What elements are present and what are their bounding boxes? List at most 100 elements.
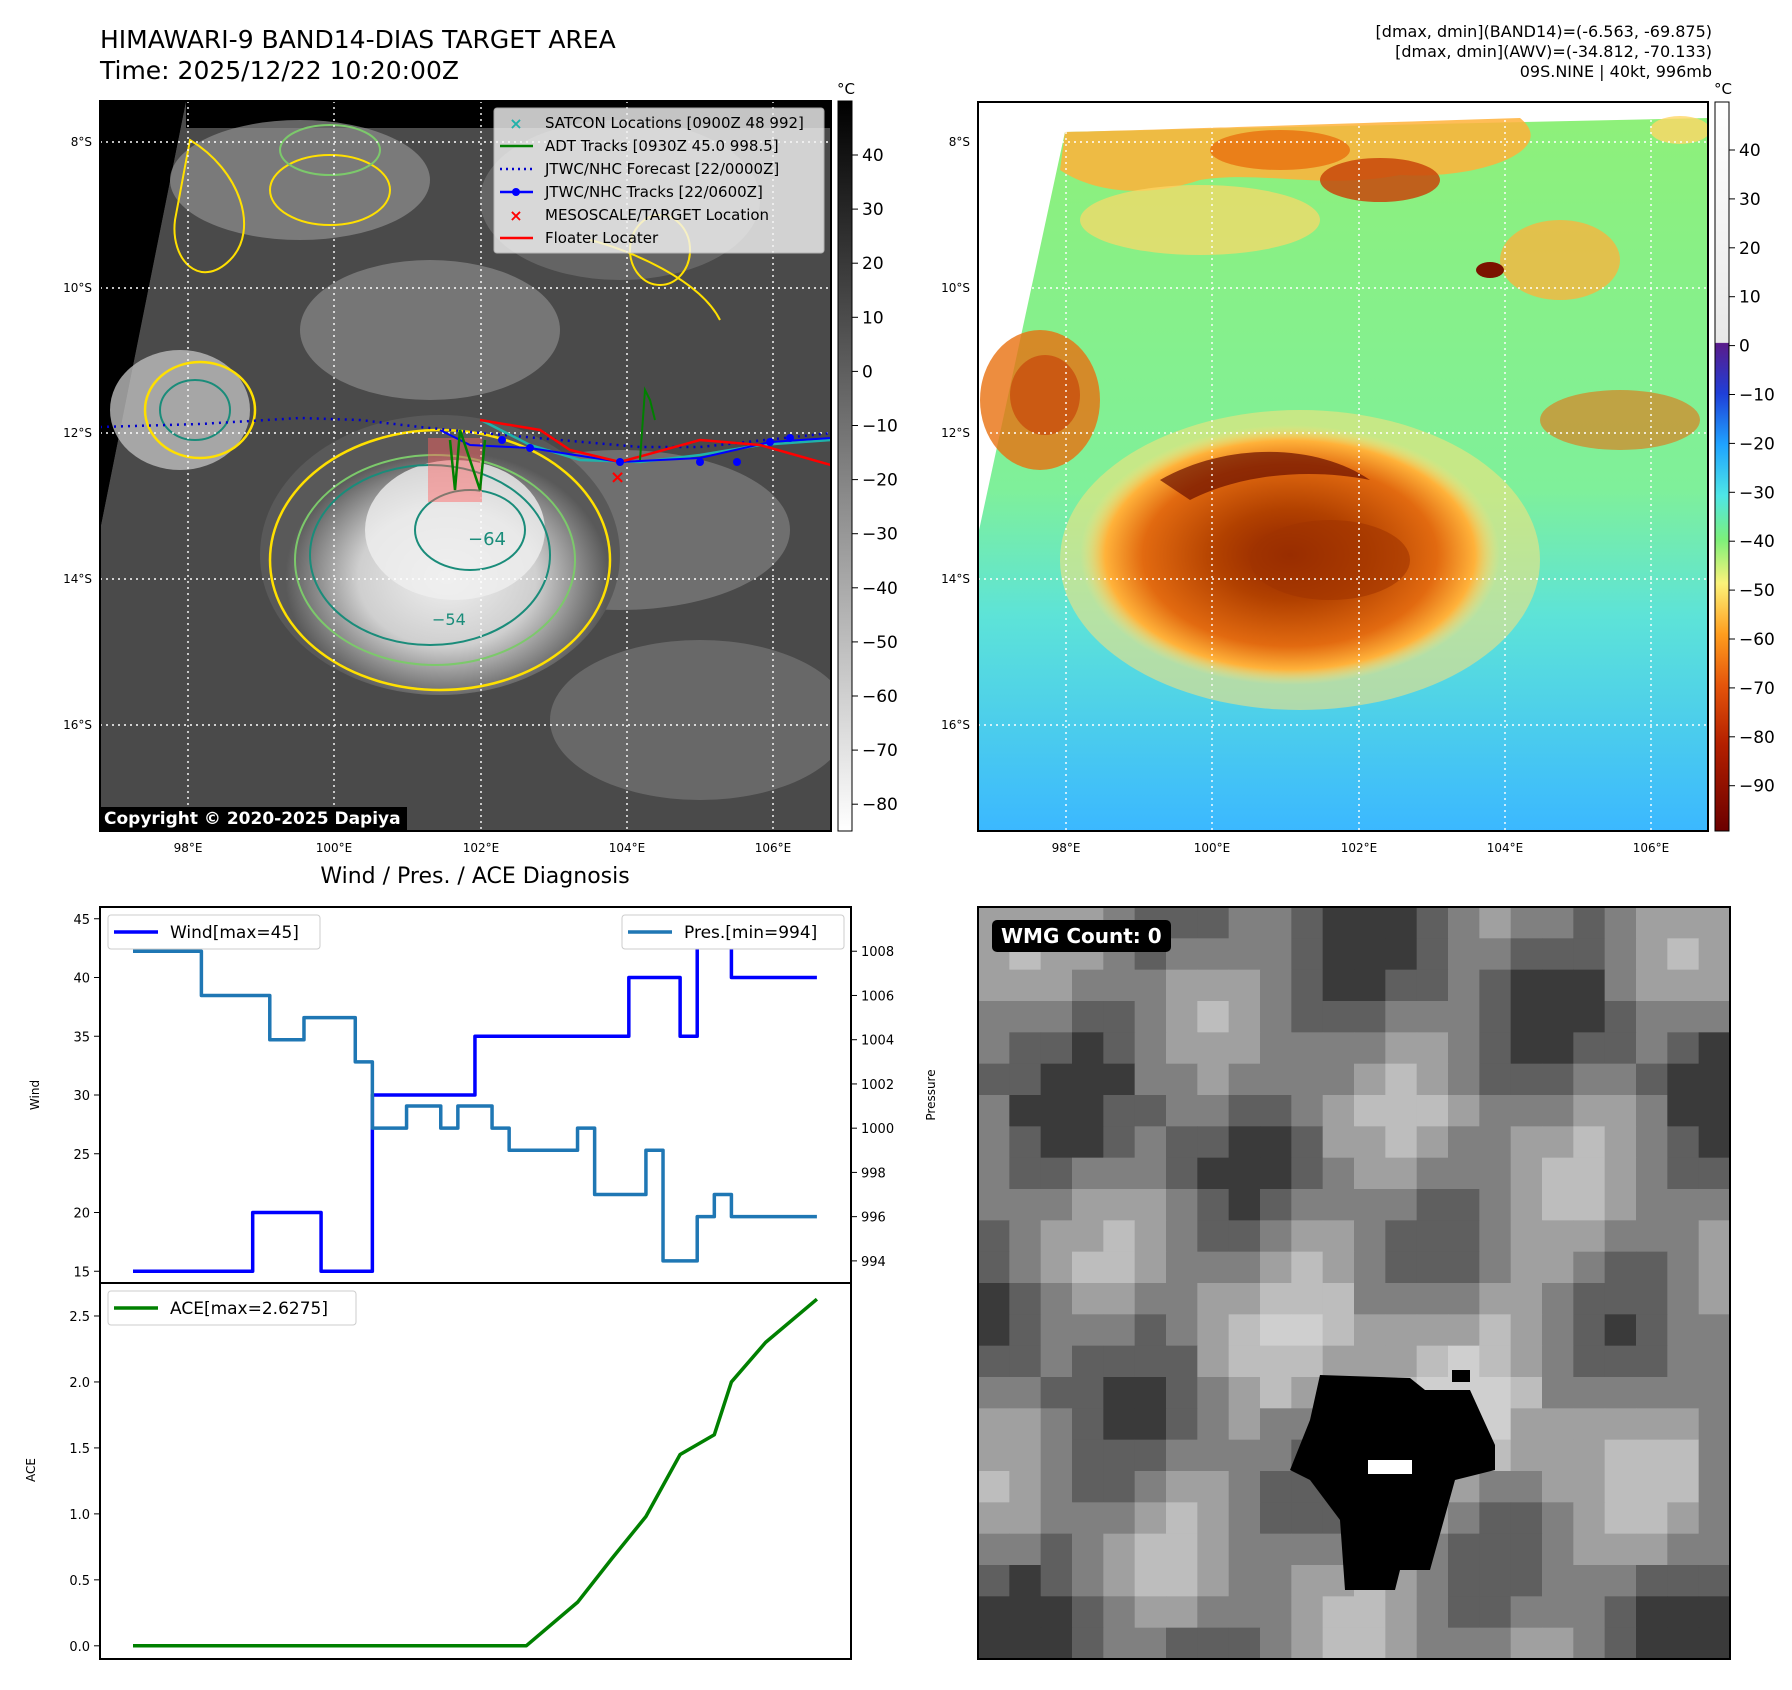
map-legend: × SATCON Locations [0900Z 48 992] ADT Trac…	[493, 107, 825, 254]
wmg-gray-panel	[978, 907, 1731, 1660]
color-colorbar-tick: −40	[1739, 532, 1775, 552]
map2-lat-label: 10°S	[941, 281, 970, 295]
legend-label: JTWC/NHC Forecast [22/0000Z]	[544, 160, 779, 178]
gray-colorbar-unit: °C	[837, 80, 855, 98]
wind-tick-label: 15	[73, 1265, 90, 1280]
map2-frame	[977, 101, 1709, 832]
gray-colorbar-tick: −50	[862, 633, 898, 653]
pressure-series-line	[133, 949, 817, 1263]
gray-colorbar-tick: −60	[862, 687, 898, 707]
wind-tick-label: 30	[73, 1089, 90, 1104]
pressure-tick-label: 1002	[861, 1078, 894, 1093]
legend-item: JTWC/NHC Forecast [22/0000Z]	[500, 160, 779, 178]
legend-marker-x: ×	[509, 206, 522, 225]
color-colorbar-tick: −10	[1739, 386, 1775, 406]
pressure-tick-label: 1008	[861, 945, 894, 960]
wind-legend-label: Wind[max=45]	[170, 923, 299, 943]
gray-colorbar-tick: 20	[862, 254, 884, 274]
wmg-frame	[977, 906, 1731, 1660]
legend-label: ADT Tracks [0930Z 45.0 998.5]	[545, 137, 779, 155]
color-colorbar-tick: −60	[1739, 630, 1775, 650]
map2-lat-label: 16°S	[941, 718, 970, 732]
gray-colorbar-tick: −10	[862, 417, 898, 437]
map2-lon-label: 100°E	[1194, 841, 1231, 855]
map2-lon-label: 104°E	[1487, 841, 1524, 855]
legend-item: JTWC/NHC Tracks [22/0600Z]	[500, 183, 763, 201]
wind-pressure-chart: 15 20 25 30 35 40 45 994 996 998 1000 1002 1004 1006 1…	[73, 913, 894, 1281]
legend-label: JTWC/NHC Tracks [22/0600Z]	[544, 183, 763, 201]
map2-lon-label: 98°E	[1052, 841, 1081, 855]
storm-summary: 09S.NINE | 40kt, 996mb	[1519, 62, 1712, 81]
legend-label: Floater Locater	[545, 229, 659, 247]
map1-lon-label: 104°E	[609, 841, 646, 855]
figure-title-line2: Time: 2025/12/22 10:20:00Z	[100, 56, 459, 85]
ace-axis-label: ACE	[24, 1458, 38, 1482]
map1-lon-label: 98°E	[174, 841, 203, 855]
pressure-tick-label: 998	[861, 1166, 886, 1181]
temperature-colorbar: °C 40 30 20 10 0 −10 −20 −30 −40 −50 −60 −70 −80 −90	[1714, 80, 1775, 832]
contour-label-64: −64	[468, 529, 506, 550]
color-colorbar-tick: 0	[1739, 337, 1750, 357]
color-colorbar-tick: −70	[1739, 679, 1775, 699]
map1-frame	[99, 100, 832, 832]
color-colorbar-tick: 40	[1739, 141, 1761, 161]
wmg-eye-center	[1368, 1460, 1412, 1474]
color-colorbar-tick: −90	[1739, 777, 1775, 797]
color-colorbar-tick: 20	[1739, 239, 1761, 259]
map1-lat-label: 16°S	[63, 718, 92, 732]
gray-colorbar-tick: 30	[862, 200, 884, 220]
color-colorbar-tick: −20	[1739, 434, 1775, 454]
map2-lat-label: 8°S	[949, 135, 970, 149]
pressure-legend: Pres.[min=994]	[621, 914, 845, 950]
pressure-tick-label: 994	[861, 1255, 886, 1270]
legend-item: × MESOSCALE/TARGET Location	[509, 206, 769, 225]
ace-series-line	[133, 1297, 819, 1648]
ace-plot-area	[99, 1282, 852, 1660]
ace-legend: ACE[max=2.6275]	[107, 1290, 357, 1326]
ace-tick-label: 0.5	[69, 1574, 90, 1589]
wind-tick-label: 25	[73, 1148, 90, 1163]
wmg-eye-region	[1290, 1375, 1495, 1590]
legend-marker-x: ×	[509, 114, 522, 133]
map1-lon-label: 100°E	[316, 841, 353, 855]
legend-label: MESOSCALE/TARGET Location	[545, 206, 769, 224]
map1-axis-labels: 8°S 10°S 12°S 14°S 16°S 98°E 100°E 102°E 104°E 10…	[63, 135, 791, 855]
pressure-tick-label: 1004	[861, 1034, 894, 1049]
diagnostic-info: [dmax, dmin](BAND14)=(-6.563, -69.875) […	[1376, 22, 1712, 82]
wmg-count-badge: WMG Count: 0	[992, 920, 1171, 952]
gray-colorbar-tick: −40	[862, 579, 898, 599]
gray-colorbar-tick: −30	[862, 525, 898, 545]
map1-lon-label: 106°E	[755, 841, 792, 855]
ace-legend-label: ACE[max=2.6275]	[170, 1299, 328, 1319]
ace-tick-label: 1.5	[69, 1442, 90, 1457]
map1-lat-label: 14°S	[63, 572, 92, 586]
pressure-legend-label: Pres.[min=994]	[684, 923, 817, 943]
contour-label-54: −54	[432, 610, 466, 629]
ace-tick-label: 2.0	[69, 1376, 90, 1391]
map2-lon-label: 106°E	[1633, 841, 1670, 855]
map2-lon-label: 102°E	[1341, 841, 1378, 855]
color-colorbar-tick: −50	[1739, 581, 1775, 601]
gray-colorbar-tick: 10	[862, 308, 884, 328]
wind-tick-label: 20	[73, 1207, 90, 1222]
gray-colorbar-tick: −20	[862, 471, 898, 491]
band14-range: [dmax, dmin](BAND14)=(-6.563, -69.875)	[1375, 22, 1712, 41]
gray-colorbar-tick: 0	[862, 362, 873, 382]
diagnosis-title: Wind / Pres. / ACE Diagnosis	[320, 864, 629, 889]
ir-color-map	[978, 102, 1708, 831]
color-colorbar-tick: 30	[1739, 190, 1761, 210]
figure-title: HIMAWARI-9 BAND14-DIAS TARGET AREA Time:…	[100, 24, 616, 86]
pressure-tick-label: 1006	[861, 989, 894, 1004]
legend-item: ADT Tracks [0930Z 45.0 998.5]	[500, 137, 779, 155]
figure-title-line1: HIMAWARI-9 BAND14-DIAS TARGET AREA	[100, 25, 616, 54]
pressure-axis-label: Pressure	[924, 1069, 938, 1120]
color-colorbar-tick: 10	[1739, 288, 1761, 308]
wind-tick-label: 35	[73, 1030, 90, 1045]
awv-range: [dmax, dmin](AWV)=(-34.812, -70.133)	[1395, 42, 1712, 61]
map1-lat-label: 8°S	[71, 135, 92, 149]
wind-tick-label: 45	[73, 913, 90, 928]
wind-axis-label: Wind	[28, 1080, 42, 1110]
map2-axis-labels: 8°S 10°S 12°S 14°S 16°S 98°E 100°E 102°E 104°E 10…	[941, 135, 1669, 855]
map2-lat-label: 12°S	[941, 426, 970, 440]
